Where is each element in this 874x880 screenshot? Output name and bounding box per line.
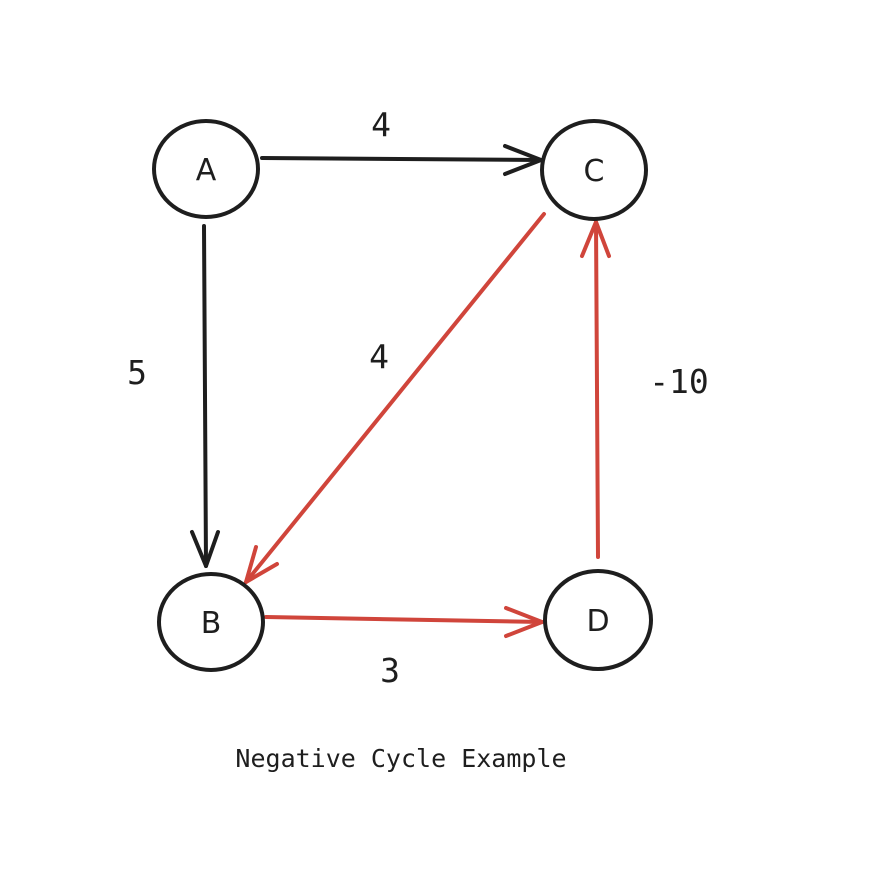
edge-c-b: 4 bbox=[244, 212, 546, 584]
edge-b-d: 3 bbox=[264, 606, 544, 690]
node-a: A bbox=[152, 119, 260, 219]
node-a-label: A bbox=[196, 153, 217, 188]
node-b: B bbox=[157, 572, 265, 672]
edge-a-c-weight: 4 bbox=[371, 105, 391, 144]
edge-d-c-arrowhead bbox=[580, 220, 611, 258]
node-d: D bbox=[543, 569, 653, 671]
edge-a-b: 5 bbox=[127, 224, 220, 568]
edge-b-d-arrowhead bbox=[504, 606, 544, 638]
edge-c-b-weight: 4 bbox=[369, 337, 389, 376]
node-d-label: D bbox=[586, 604, 609, 639]
node-b-circle bbox=[157, 572, 265, 672]
edge-a-b-line bbox=[202, 224, 208, 568]
edge-b-d-line bbox=[264, 615, 544, 624]
node-d-circle bbox=[543, 569, 653, 671]
edge-b-d-weight: 3 bbox=[380, 651, 400, 690]
diagram-caption: Negative Cycle Example bbox=[235, 744, 566, 773]
edge-d-c-weight: -10 bbox=[649, 362, 709, 401]
edge-a-b-weight: 5 bbox=[127, 353, 147, 392]
edge-a-c: 4 bbox=[260, 105, 543, 176]
node-c: C bbox=[540, 119, 648, 221]
edge-c-b-line bbox=[244, 212, 546, 584]
edge-c-b-arrowhead bbox=[244, 545, 279, 584]
edge-a-c-line bbox=[260, 156, 543, 162]
node-b-label: B bbox=[201, 606, 222, 641]
node-a-circle bbox=[152, 119, 260, 219]
edge-a-b-arrowhead bbox=[190, 530, 220, 568]
edge-d-c: -10 bbox=[580, 220, 709, 559]
node-c-label: C bbox=[584, 154, 605, 189]
edge-d-c-line bbox=[594, 220, 600, 559]
node-c-circle bbox=[540, 119, 648, 221]
